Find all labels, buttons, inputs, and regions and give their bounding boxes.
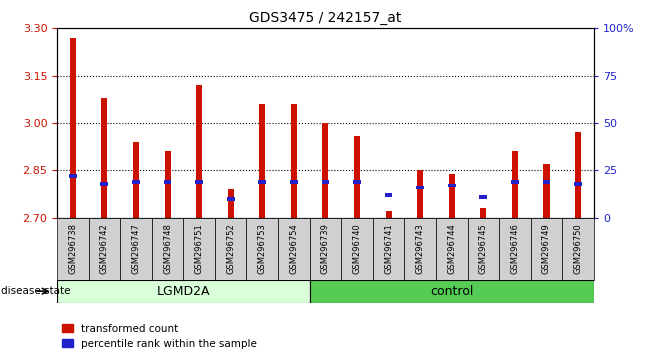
Bar bbox=[227, 189, 234, 218]
Text: GSM296748: GSM296748 bbox=[163, 223, 172, 274]
Text: GSM296738: GSM296738 bbox=[68, 223, 77, 274]
Bar bbox=[479, 195, 487, 199]
Bar bbox=[309, 218, 342, 280]
Bar bbox=[133, 142, 139, 218]
Text: GSM296747: GSM296747 bbox=[132, 223, 140, 274]
Bar bbox=[384, 193, 393, 197]
Bar bbox=[354, 136, 360, 218]
Bar bbox=[278, 218, 309, 280]
Bar bbox=[246, 218, 278, 280]
Bar bbox=[215, 218, 246, 280]
Bar bbox=[69, 174, 76, 178]
Text: GSM296742: GSM296742 bbox=[100, 223, 109, 274]
Bar bbox=[449, 173, 455, 218]
Bar bbox=[132, 180, 140, 184]
Text: GSM296743: GSM296743 bbox=[415, 223, 425, 274]
Bar bbox=[291, 104, 297, 218]
Bar bbox=[562, 218, 594, 280]
Bar bbox=[512, 152, 518, 218]
Text: GSM296740: GSM296740 bbox=[352, 223, 362, 274]
Bar bbox=[195, 180, 203, 184]
Bar bbox=[416, 185, 424, 189]
Text: GSM296744: GSM296744 bbox=[448, 223, 456, 274]
Bar bbox=[321, 180, 329, 184]
Bar bbox=[574, 182, 582, 185]
Bar bbox=[152, 218, 183, 280]
Bar bbox=[544, 164, 550, 218]
Bar bbox=[417, 170, 423, 218]
Bar bbox=[258, 180, 266, 184]
Bar bbox=[468, 218, 499, 280]
Bar bbox=[101, 98, 107, 218]
Bar bbox=[164, 180, 172, 184]
Bar bbox=[373, 218, 405, 280]
Bar bbox=[480, 208, 486, 218]
Text: GSM296745: GSM296745 bbox=[479, 223, 488, 274]
Bar bbox=[342, 218, 373, 280]
Text: GSM296739: GSM296739 bbox=[321, 223, 330, 274]
Text: GSM296746: GSM296746 bbox=[511, 223, 519, 274]
Text: GSM296741: GSM296741 bbox=[384, 223, 393, 274]
Text: disease state: disease state bbox=[1, 286, 71, 296]
Text: GDS3475 / 242157_at: GDS3475 / 242157_at bbox=[249, 11, 402, 25]
Text: GSM296752: GSM296752 bbox=[226, 223, 236, 274]
Legend: transformed count, percentile rank within the sample: transformed count, percentile rank withi… bbox=[62, 324, 257, 349]
Bar bbox=[353, 180, 361, 184]
Bar bbox=[499, 218, 531, 280]
Bar bbox=[57, 218, 89, 280]
Text: GSM296750: GSM296750 bbox=[574, 223, 582, 274]
Bar bbox=[405, 218, 436, 280]
Bar bbox=[575, 132, 581, 218]
Text: GSM296753: GSM296753 bbox=[258, 223, 267, 274]
Bar bbox=[448, 184, 456, 187]
Bar bbox=[531, 218, 562, 280]
Bar bbox=[57, 280, 309, 303]
Bar bbox=[543, 180, 550, 184]
Text: GSM296749: GSM296749 bbox=[542, 223, 551, 274]
Text: GSM296751: GSM296751 bbox=[195, 223, 203, 274]
Bar bbox=[89, 218, 120, 280]
Bar bbox=[164, 152, 170, 218]
Bar bbox=[196, 85, 202, 218]
Bar bbox=[183, 218, 215, 280]
Bar bbox=[101, 182, 108, 185]
Bar bbox=[120, 218, 152, 280]
Bar bbox=[309, 280, 594, 303]
Bar bbox=[227, 197, 235, 201]
Bar bbox=[436, 218, 468, 280]
Bar bbox=[511, 180, 519, 184]
Text: LGMD2A: LGMD2A bbox=[156, 285, 210, 298]
Text: GSM296754: GSM296754 bbox=[289, 223, 299, 274]
Bar bbox=[386, 211, 392, 218]
Bar bbox=[322, 123, 329, 218]
Bar bbox=[290, 180, 298, 184]
Bar bbox=[70, 38, 76, 218]
Bar bbox=[259, 104, 265, 218]
Text: control: control bbox=[430, 285, 474, 298]
